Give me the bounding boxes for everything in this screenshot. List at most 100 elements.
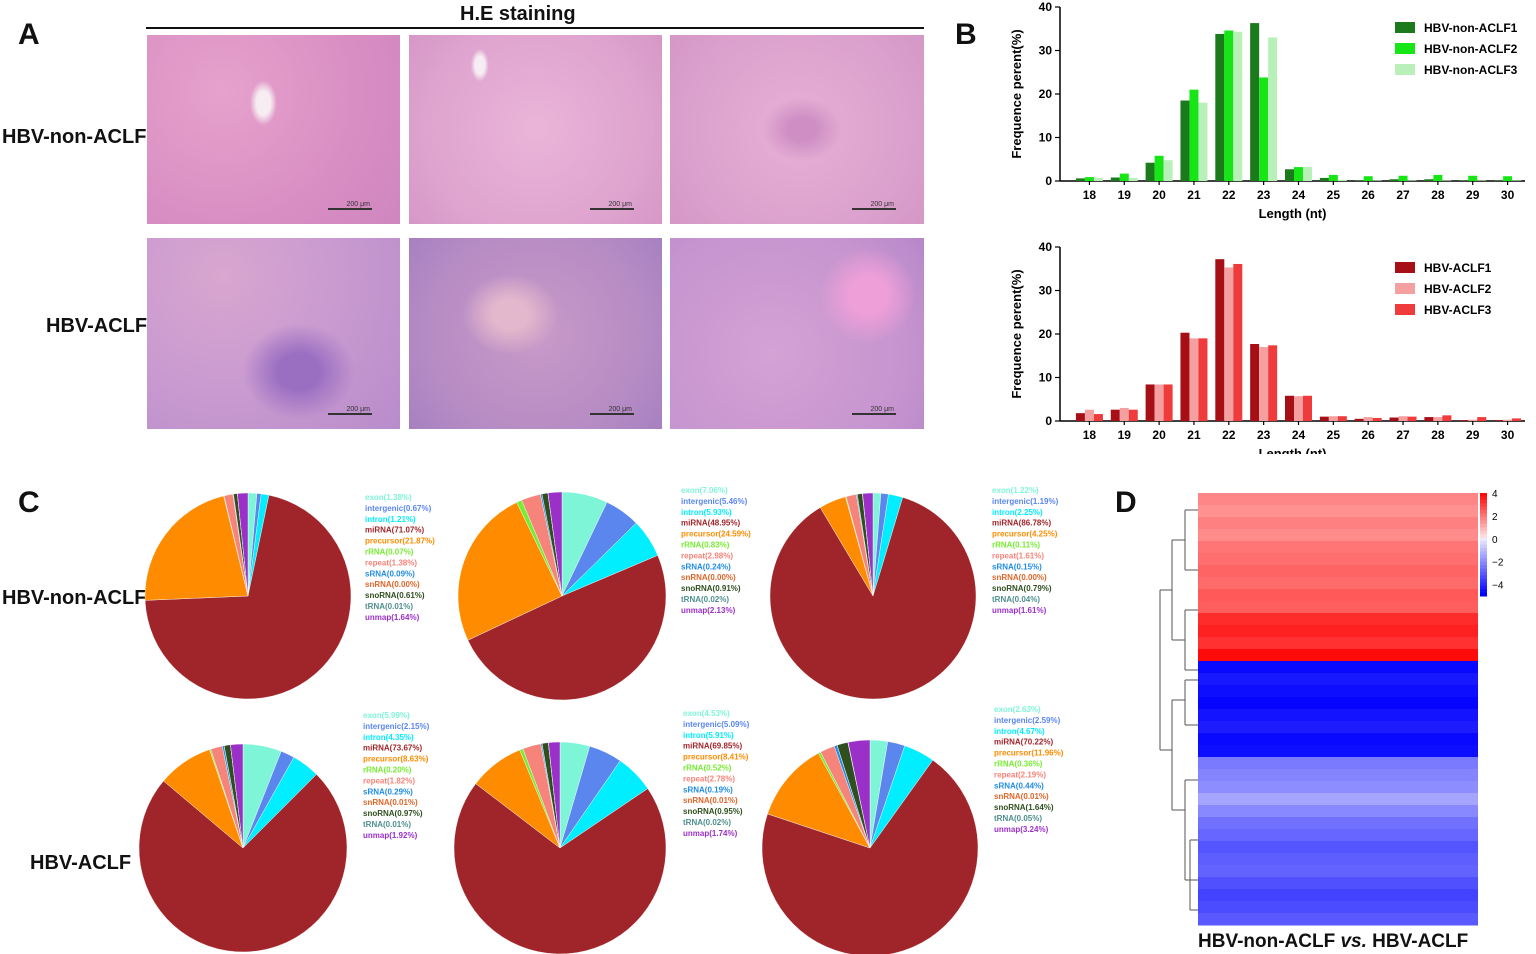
pie-legend-label: intron(1.21%) — [365, 515, 416, 524]
pie-legend-label: tRNA(0.01%) — [363, 820, 411, 829]
bar — [1093, 414, 1103, 421]
caption-vs: vs. — [1340, 931, 1367, 952]
bar — [1110, 409, 1120, 421]
bar — [1337, 179, 1347, 181]
bar — [1363, 176, 1373, 181]
bar — [1233, 31, 1243, 182]
bar — [1303, 167, 1312, 181]
pie-legend-label: intergenic(1.19%) — [992, 497, 1059, 506]
bar — [1145, 162, 1155, 181]
pie-legend-label: rRNA(0.07%) — [365, 548, 414, 557]
pie-legend-label: snoRNA(0.97%) — [363, 809, 423, 818]
bar — [1424, 179, 1434, 181]
length-distribution-chart-non-aclf: 0 10 20 30 40 18 19 20 21 22 23 24 25 26 27 28 29 30 Lengt… — [1009, 0, 1525, 221]
bar — [1119, 173, 1129, 181]
bar — [1354, 418, 1364, 421]
heatmap-row — [1198, 865, 1478, 878]
pie-legend-label: snoRNA(0.95%) — [683, 807, 743, 816]
bar — [1224, 267, 1234, 421]
pie-legend-label: unmap(2.13%) — [681, 606, 736, 615]
y-axis-title: Frequence perent(%) — [1009, 269, 1024, 398]
bar — [1259, 347, 1269, 421]
pie-legend-label: sRNA(0.09%) — [365, 569, 415, 578]
scale-bar — [852, 208, 896, 210]
pie-legend-label: tRNA(0.02%) — [683, 818, 731, 827]
pie-slice-miRNA — [467, 555, 667, 701]
x-tick-label: 29 — [1466, 188, 1480, 202]
x-tick-label: 22 — [1222, 188, 1236, 202]
bar — [1198, 102, 1208, 181]
heatmap-row — [1198, 565, 1478, 578]
colorbar-segment — [1480, 503, 1487, 508]
pie-legend-label: miRNA(48.95%) — [681, 519, 740, 528]
heatmap-row — [1198, 553, 1478, 566]
pie-legend-label: snRNA(0.00%) — [992, 573, 1047, 582]
pie-legend-label: unmap(1.92%) — [363, 831, 418, 840]
heatmap-row — [1198, 601, 1478, 614]
y-tick-label: 10 — [1039, 131, 1053, 145]
he-image-non-aclf-1: 200 μm — [147, 35, 400, 224]
bar — [1180, 332, 1190, 421]
colorbar-tick-label: −4 — [1492, 581, 1504, 592]
bar — [1189, 338, 1199, 421]
bar — [1145, 384, 1155, 421]
heatmap-row — [1198, 517, 1478, 530]
x-tick-label: 24 — [1292, 428, 1306, 442]
bar — [1250, 344, 1260, 421]
bar — [1398, 175, 1408, 181]
bar — [1154, 384, 1164, 421]
y-tick-label: 10 — [1039, 371, 1053, 385]
pie-legend-label: precursor(4.25%) — [992, 530, 1058, 539]
pie-legend-label: repeat(1.61%) — [992, 551, 1044, 560]
heatmap-row — [1198, 649, 1478, 662]
x-tick-label: 20 — [1152, 188, 1166, 202]
colorbar-segment — [1480, 510, 1487, 515]
y-tick-label: 30 — [1039, 284, 1053, 298]
bar — [1503, 419, 1513, 421]
y-tick-label: 30 — [1039, 44, 1053, 58]
colorbar-segment — [1480, 585, 1487, 590]
pie-legend-label: snRNA(0.01%) — [683, 796, 738, 805]
colorbar-segment — [1480, 551, 1487, 556]
he-image-aclf-1: 200 μm — [147, 238, 400, 429]
x-tick-label: 24 — [1292, 188, 1306, 202]
pie-slice-precursor — [767, 752, 871, 849]
title-underline — [146, 27, 924, 29]
pie-legend-label: exon(7.06%) — [681, 486, 728, 495]
colorbar-segment — [1480, 558, 1487, 563]
bar — [1459, 420, 1469, 421]
bar — [1337, 416, 1347, 421]
colorbar-tick-label: 4 — [1492, 489, 1498, 500]
bar — [1468, 419, 1478, 421]
bar — [1215, 33, 1225, 181]
panel-letter-d: D — [1115, 486, 1137, 519]
pie-legend-label: sRNA(0.24%) — [681, 562, 731, 571]
rna-composition-pies: exon(1.38%) intergenic(0.67%) intron(1.21%… — [138, 486, 1064, 954]
pie-legend-label: miRNA(70.22%) — [994, 738, 1053, 747]
pie-legend-label: intron(2.25%) — [992, 508, 1043, 517]
pie-slice-unmap — [548, 741, 561, 849]
colorbar-segment — [1480, 547, 1487, 552]
bar — [1268, 37, 1278, 182]
x-axis-title: Length (nt) — [1259, 446, 1327, 454]
bar — [1163, 160, 1173, 181]
pie-legend-label: sRNA(0.29%) — [363, 787, 413, 796]
bar — [1398, 416, 1408, 421]
legend-label: HBV-ACLF1 — [1424, 261, 1492, 275]
pie-legend-label: repeat(1.38%) — [365, 558, 417, 567]
x-axis-title: Length (nt) — [1259, 206, 1327, 221]
y-tick-label: 20 — [1039, 87, 1053, 101]
pie-legend-label: miRNA(73.67%) — [363, 744, 422, 753]
heatmap-row — [1198, 685, 1478, 698]
bar — [1407, 416, 1417, 421]
pie-legend-label: intron(4.35%) — [363, 733, 414, 742]
colorbar-segment — [1480, 544, 1487, 549]
colorbar-segment — [1480, 499, 1487, 504]
pie-legend-label: rRNA(0.20%) — [363, 766, 412, 775]
heatmap-row — [1198, 661, 1478, 674]
bar — [1477, 417, 1487, 421]
x-tick-label: 27 — [1396, 188, 1410, 202]
pie-legend-label: intergenic(2.15%) — [363, 722, 430, 731]
heatmap-row — [1198, 829, 1478, 842]
row-label-hbv-non-aclf-he: HBV-non-ACLF — [2, 126, 147, 148]
